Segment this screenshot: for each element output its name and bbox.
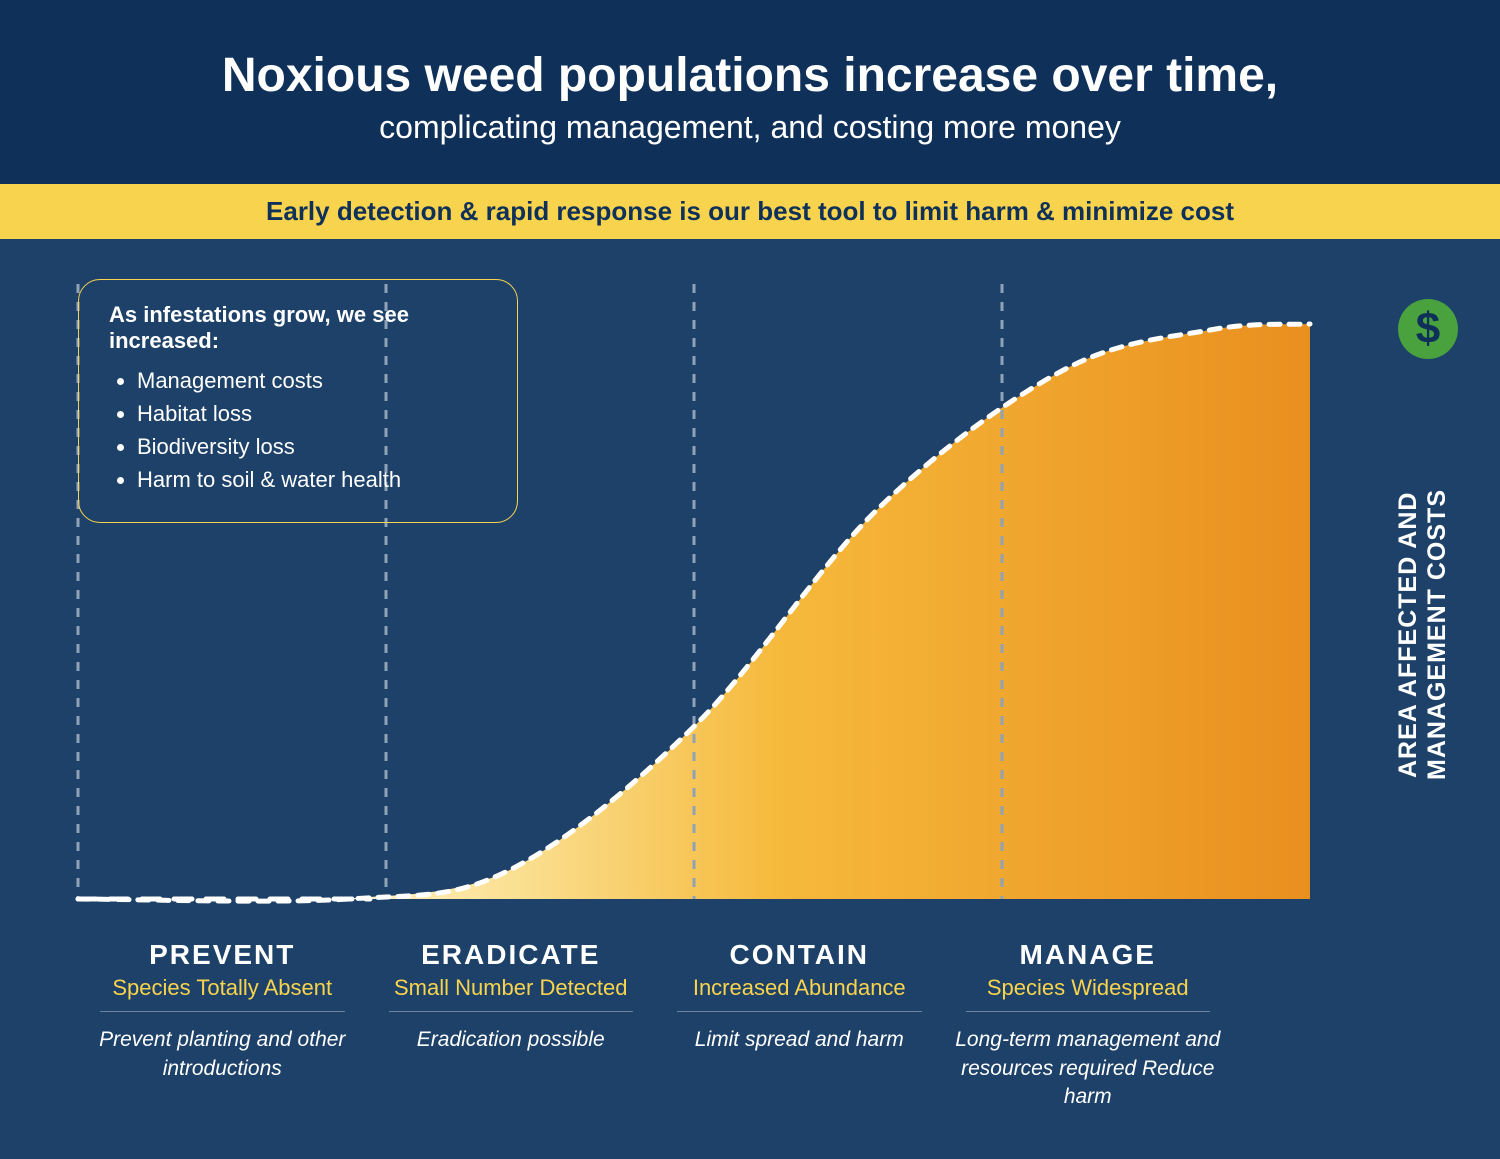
- info-box-item: Biodiversity loss: [137, 430, 487, 463]
- stage-column: ERADICATE Small Number Detected Eradicatio…: [367, 939, 656, 1111]
- stage-description: Eradication possible: [377, 1026, 646, 1054]
- stage-title: CONTAIN: [665, 939, 934, 971]
- info-box-title: As infestations grow, we see increased:: [109, 302, 487, 354]
- page-subtitle: complicating management, and costing mor…: [0, 109, 1500, 146]
- info-box-item: Management costs: [137, 364, 487, 397]
- highlight-banner: Early detection & rapid response is our …: [0, 184, 1500, 239]
- stage-column: PREVENT Species Totally Absent Prevent pla…: [78, 939, 367, 1111]
- stage-column: CONTAIN Increased Abundance Limit spread a…: [655, 939, 944, 1111]
- stage-title: PREVENT: [88, 939, 357, 971]
- stage-row: PREVENT Species Totally Absent Prevent pla…: [0, 939, 1310, 1111]
- stage-title: ERADICATE: [377, 939, 646, 971]
- info-box-list: Management costsHabitat lossBiodiversity…: [109, 364, 487, 496]
- info-box-item: Habitat loss: [137, 397, 487, 430]
- stage-title: MANAGE: [954, 939, 1223, 971]
- page-title: Noxious weed populations increase over t…: [0, 48, 1500, 103]
- info-box: As infestations grow, we see increased: …: [78, 279, 518, 523]
- stage-subtitle: Species Totally Absent: [100, 975, 345, 1012]
- info-box-item: Harm to soil & water health: [137, 463, 487, 496]
- stage-subtitle: Species Widespread: [966, 975, 1211, 1012]
- header: Noxious weed populations increase over t…: [0, 0, 1500, 184]
- stage-description: Long-term management and resources requi…: [954, 1026, 1223, 1111]
- stage-description: Limit spread and harm: [665, 1026, 934, 1054]
- stage-subtitle: Small Number Detected: [389, 975, 634, 1012]
- y-axis-label: AREA AFFECTED AND MANAGEMENT COSTS: [1394, 375, 1452, 895]
- stage-description: Prevent planting and other introductions: [88, 1026, 357, 1083]
- dollar-icon: $: [1398, 299, 1458, 359]
- chart-area: As infestations grow, we see increased: …: [0, 239, 1500, 939]
- stage-column: MANAGE Species Widespread Long-term manage…: [944, 939, 1233, 1111]
- stage-subtitle: Increased Abundance: [677, 975, 922, 1012]
